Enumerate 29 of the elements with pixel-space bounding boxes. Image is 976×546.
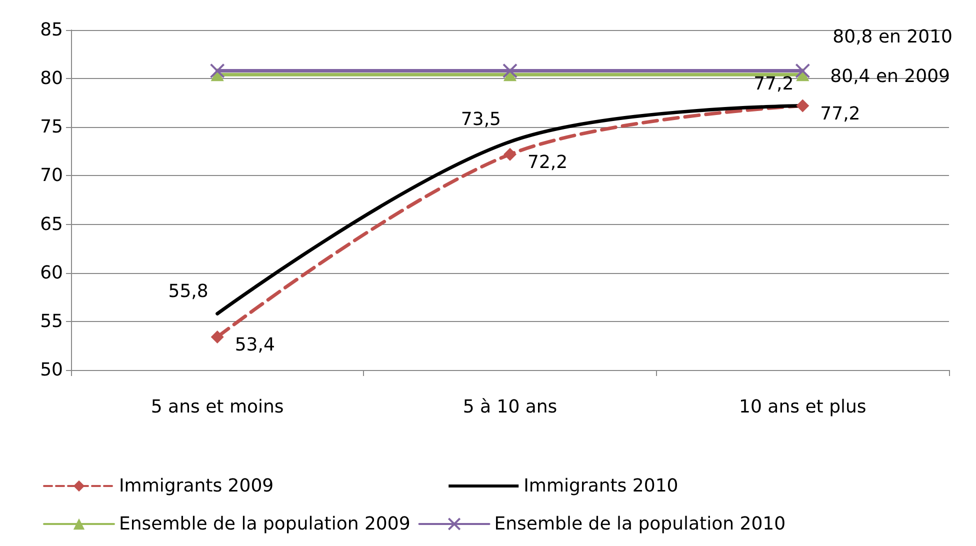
y-tick-label: 65	[40, 214, 63, 235]
point	[796, 99, 810, 112]
data-label: 53,4	[234, 334, 275, 356]
legend-label: Immigrants 2009	[119, 476, 274, 496]
point	[504, 148, 516, 161]
x-tick-label: 5 à 10 ans	[462, 396, 558, 418]
x-tick-label: 5 ans et moins	[150, 396, 284, 418]
y-tick-label: 55	[40, 310, 63, 332]
point	[795, 63, 810, 78]
y-tick-label: 75	[40, 116, 63, 138]
data-label: 77,2	[754, 73, 794, 94]
legend-label: Ensemble de la population 2010	[494, 514, 786, 534]
y-tick-label: 80	[40, 68, 63, 90]
y-tick-label: 70	[40, 165, 63, 186]
legend-label: Ensemble de la population 2009	[119, 514, 410, 534]
point	[210, 330, 224, 344]
data-label: 72,2	[528, 152, 568, 173]
data-label: 80,8 en 2010	[832, 26, 952, 48]
data-label: 55,8	[168, 281, 208, 302]
y-tick-label: 60	[40, 262, 63, 284]
legend-label: Immigrants 2010	[524, 476, 678, 496]
y-tick-label: 85	[40, 20, 63, 40]
y-tick-label: 50	[40, 360, 63, 380]
point	[210, 63, 225, 78]
data-label: 73,5	[460, 109, 501, 130]
data-label: 77,2	[820, 103, 860, 124]
data-label: 80,4 en 2009	[830, 66, 950, 88]
point	[502, 63, 518, 78]
x-tick-label: 10 ans et plus	[739, 396, 866, 418]
